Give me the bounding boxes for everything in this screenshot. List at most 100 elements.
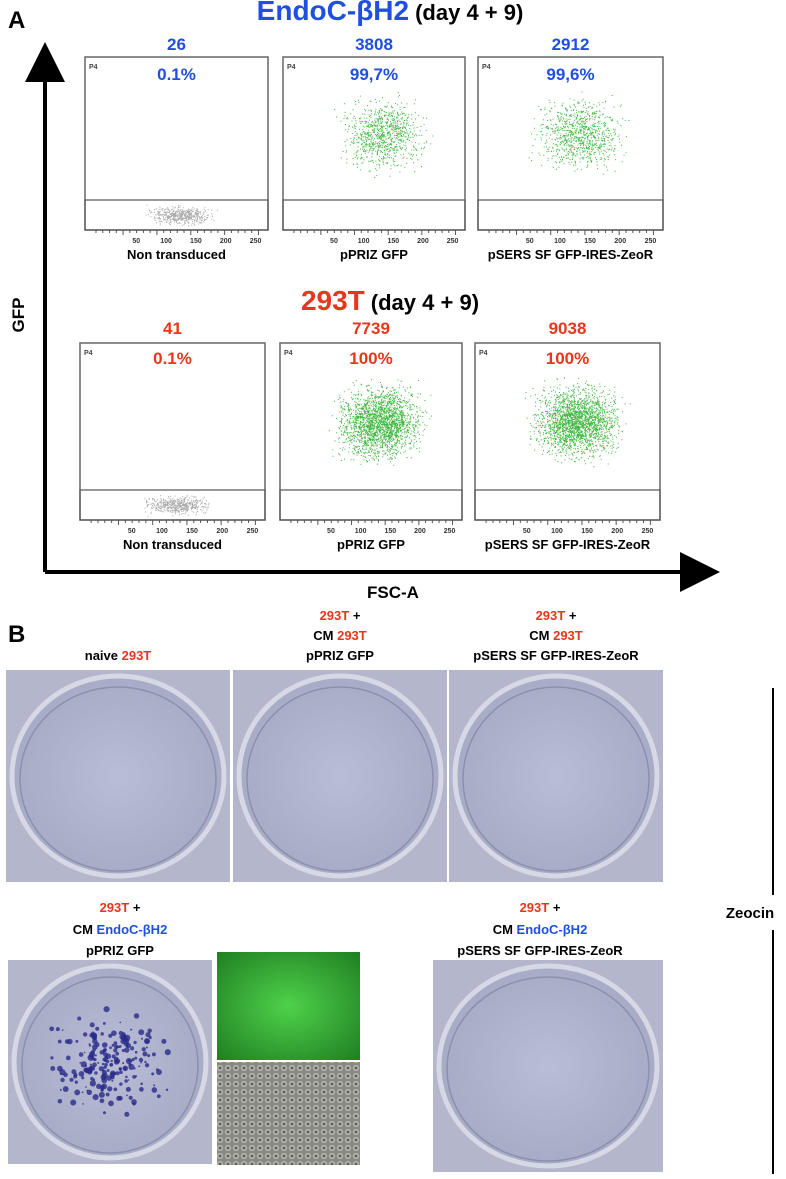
colony (81, 1076, 85, 1080)
x-tick-label: 150 (190, 238, 202, 245)
caption-part: 293T (122, 648, 152, 663)
x-tick-label: 50 (523, 528, 531, 535)
x-tick-label: 250 (444, 528, 456, 535)
colony (84, 1069, 89, 1074)
colony (89, 1063, 92, 1066)
x-tick-label: 50 (132, 238, 140, 245)
x-tick-label: 200 (611, 528, 623, 535)
colony (89, 1080, 97, 1087)
colony (151, 1087, 158, 1093)
colony (161, 1038, 167, 1044)
x-tick-label: 150 (186, 528, 198, 535)
colony (99, 1098, 105, 1104)
dish-inner (246, 686, 434, 872)
caption-part: naive (85, 648, 122, 663)
colony (141, 1047, 146, 1052)
colony (110, 1059, 113, 1063)
dish-inner (462, 686, 650, 872)
colony (124, 1079, 128, 1083)
colony (101, 1077, 108, 1084)
colony (113, 1041, 118, 1046)
colony (164, 1049, 171, 1056)
colony (94, 1042, 100, 1048)
scatter-dots (144, 494, 210, 518)
colony (111, 1043, 115, 1047)
colony (151, 1072, 155, 1076)
colony (75, 1039, 79, 1043)
colony (122, 1062, 125, 1065)
x-tick-label: 200 (417, 238, 429, 245)
event-count: 26 (167, 35, 186, 54)
colony (104, 1062, 108, 1067)
colony (130, 1028, 133, 1031)
gate-label: P4 (89, 64, 98, 71)
colony (102, 1021, 106, 1025)
x-tick-label: 150 (387, 238, 399, 245)
colony (116, 1095, 122, 1101)
caption-part: CM (73, 922, 97, 937)
colony (119, 1021, 122, 1024)
condition: (day 4 + 9) (371, 290, 479, 315)
colony (153, 1084, 156, 1087)
colony (133, 1067, 136, 1070)
colony (133, 1040, 137, 1045)
colony (89, 1022, 95, 1028)
colony (105, 1059, 110, 1064)
colony (57, 1098, 63, 1104)
caption-part: CM (493, 922, 517, 937)
x-tick-label: 50 (128, 528, 136, 535)
brightfield-inset (217, 1062, 360, 1165)
colony (57, 1039, 62, 1044)
colony (129, 1046, 135, 1051)
colony (102, 1111, 106, 1115)
plot-frame (79, 342, 266, 521)
colony (103, 1006, 110, 1013)
colony (102, 1057, 107, 1062)
x-tick-label: 50 (526, 238, 534, 245)
colony (83, 1051, 86, 1054)
dish-caption: CM 293T (529, 628, 583, 643)
x-tick-label: 200 (614, 238, 626, 245)
dish-rim (11, 963, 209, 1161)
colony (165, 1088, 169, 1092)
caption-part: 293T (337, 628, 367, 643)
dish-inner (19, 686, 217, 872)
colony (124, 1047, 130, 1053)
colony (147, 1054, 151, 1058)
gate-box (79, 489, 266, 521)
percent-label: 100% (349, 349, 392, 368)
colony (133, 1013, 140, 1019)
colony (80, 1061, 87, 1068)
colony (143, 1038, 150, 1045)
colony (119, 1070, 123, 1075)
colony (60, 1077, 65, 1083)
scatter-dots (145, 204, 218, 227)
dish-caption: 293T + (100, 900, 141, 915)
condition: (day 4 + 9) (415, 0, 523, 25)
colony (86, 1069, 93, 1075)
caption-part: pSERS SF GFP-IRES-ZeoR (457, 943, 623, 958)
caption-part: pSERS SF GFP-IRES-ZeoR (473, 648, 639, 663)
colony (140, 1037, 143, 1040)
colony (108, 1100, 114, 1107)
colony (67, 1038, 73, 1045)
dish-caption: pSERS SF GFP-IRES-ZeoR (473, 648, 639, 663)
colony (123, 1066, 127, 1071)
gate-label: P4 (84, 350, 93, 357)
colony (89, 1053, 94, 1059)
gate-box (84, 199, 269, 231)
x-tick-label: 100 (554, 238, 566, 245)
colony (101, 1083, 108, 1090)
dish-rim (9, 673, 227, 879)
sample-label: pSERS SF GFP-IRES-ZeoR (488, 247, 654, 262)
colony (125, 1042, 131, 1048)
x-tick-label: 250 (642, 528, 654, 535)
colony (119, 1034, 124, 1039)
x-tick-label: 50 (327, 528, 335, 535)
colony (140, 1061, 143, 1064)
colony (70, 1099, 77, 1106)
cell-line: EndoC-βH2 (257, 0, 409, 26)
event-count: 7739 (352, 319, 390, 338)
dish-inner (446, 976, 650, 1162)
